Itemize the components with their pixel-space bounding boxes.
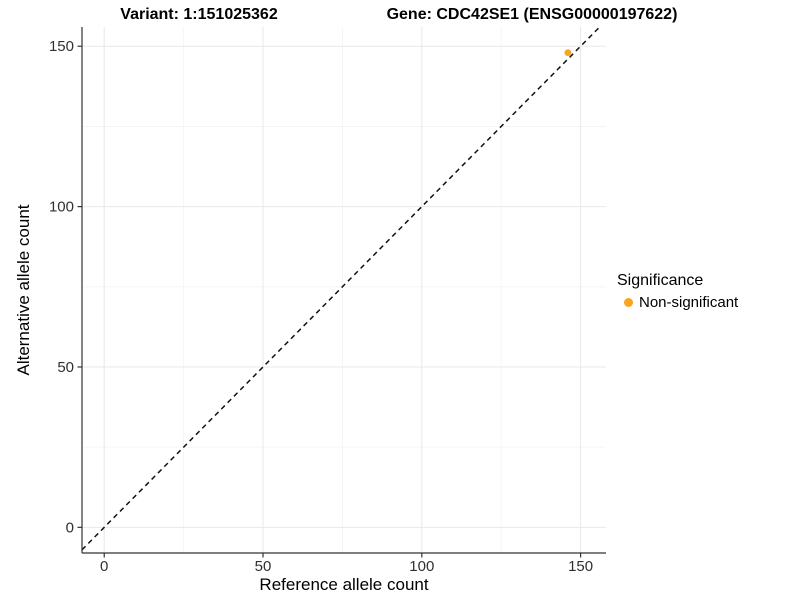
x-tick-label: 150	[568, 558, 593, 575]
legend-item-label: Non-significant	[639, 294, 739, 311]
legend: Significance Non-significant	[617, 272, 738, 311]
y-tick-label: 0	[66, 519, 74, 536]
y-tick-label: 150	[49, 38, 74, 55]
x-tick-label: 50	[255, 558, 272, 575]
y-axis-title: Alternative allele count	[14, 204, 33, 376]
x-tick-label: 100	[409, 558, 434, 575]
data-point	[564, 49, 572, 57]
legend-title: Significance	[617, 272, 704, 289]
y-tick-label: 50	[57, 359, 74, 376]
plot-title-variant: Variant: 1:151025362	[120, 6, 278, 23]
y-tick-label: 100	[49, 199, 74, 216]
identity-dashed-line	[81, 26, 601, 551]
legend-point-circle-icon	[624, 298, 633, 307]
x-axis-title: Reference allele count	[259, 575, 429, 594]
legend-item-non-significant: Non-significant	[617, 294, 738, 311]
plot-title-gene: Gene: CDC42SE1 (ENSG00000197622)	[386, 6, 678, 23]
x-tick-label: 0	[100, 558, 108, 575]
